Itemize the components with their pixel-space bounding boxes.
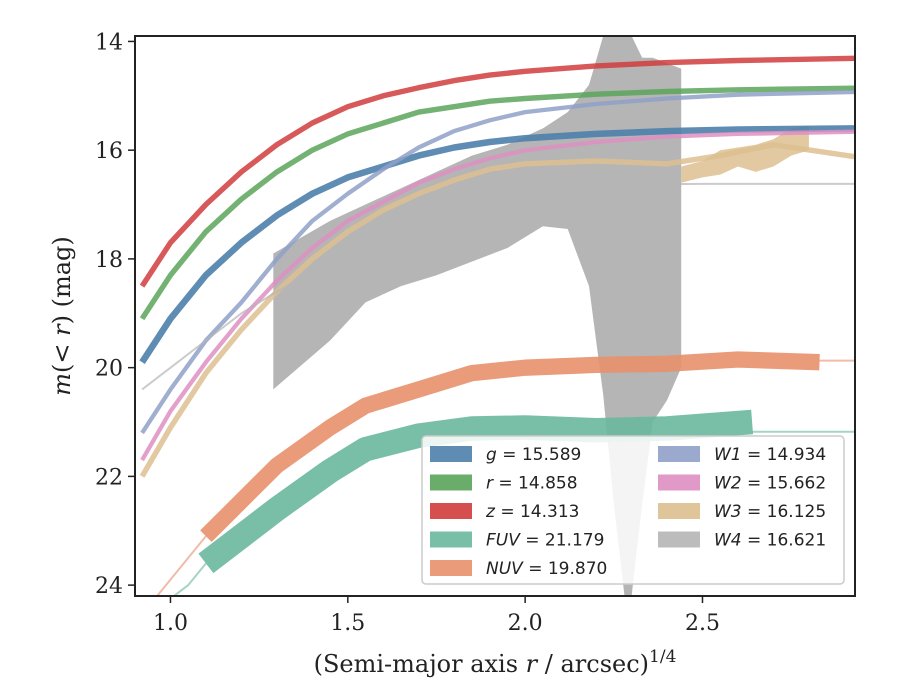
legend-label: W1 = 14.934	[714, 445, 826, 465]
x-tick-label: 2.5	[685, 611, 720, 636]
series-line-w3	[139, 142, 855, 478]
legend-item-nuv: NUV = 19.870	[430, 559, 607, 579]
y-tick-label: 16	[95, 139, 123, 164]
legend: g = 15.589 r = 14.858 z = 14.313 FUV = 21.1…	[421, 435, 845, 585]
envelope-w4	[273, 36, 682, 596]
legend-item-w2: W2 = 15.662	[658, 474, 826, 494]
legend-swatch	[658, 531, 700, 548]
series-line-z	[139, 55, 855, 288]
legend-label: W4 = 16.621	[714, 531, 826, 551]
legend-item-w4: W4 = 16.621	[658, 531, 826, 551]
x-tick-label: 1.0	[153, 611, 188, 636]
legend-label: W3 = 16.125	[714, 502, 826, 522]
series-line-fuv	[198, 409, 754, 574]
y-axis: 14 16 18 20 22 24	[95, 30, 135, 599]
series-line-w4	[141, 182, 855, 391]
series-line-w1	[140, 89, 855, 435]
legend-item-w3: W3 = 16.125	[658, 502, 826, 522]
legend-swatch	[430, 560, 472, 576]
legend-label: g = 15.589	[486, 445, 581, 465]
legend-label: z = 14.313	[485, 502, 579, 522]
faint-line-fuv	[172, 562, 207, 596]
legend-swatch	[658, 474, 700, 491]
faint-line-nuv	[155, 535, 207, 596]
x-tick-label: 1.5	[330, 611, 365, 636]
legend-label: FUV = 21.179	[486, 531, 604, 551]
legend-swatch	[658, 446, 700, 462]
y-tick-label: 20	[95, 357, 123, 382]
plot-area	[139, 36, 855, 596]
envelope-w3	[681, 125, 809, 183]
legend-swatch	[430, 474, 472, 491]
y-tick-label: 14	[95, 30, 123, 55]
legend-item-z: z = 14.313	[430, 502, 579, 522]
legend-label: r = 14.858	[486, 474, 578, 494]
legend-swatch	[430, 446, 472, 462]
legend-swatch	[658, 503, 700, 519]
series-line-nuv	[200, 351, 820, 542]
y-tick-label: 24	[95, 574, 123, 599]
x-axis: 1.0 1.5 2.0 2.5	[153, 596, 720, 636]
x-tick-label: 2.0	[508, 611, 543, 636]
legend-swatch	[430, 531, 472, 548]
legend-item-r: r = 14.858	[430, 474, 578, 494]
y-tick-label: 18	[95, 248, 123, 273]
series-line-r	[139, 85, 855, 321]
y-axis-label: m(< r) (mag)	[48, 236, 76, 396]
legend-item-fuv: FUV = 21.179	[430, 531, 604, 551]
x-axis-label: (Semi-major axis r / arcsec)1/4	[314, 647, 677, 678]
legend-item-w1: W1 = 14.934	[658, 445, 826, 465]
legend-label: NUV = 19.870	[486, 559, 607, 579]
series-line-w2	[140, 129, 855, 462]
y-tick-label: 22	[95, 465, 123, 490]
legend-item-g: g = 15.589	[430, 445, 581, 465]
legend-frame	[421, 435, 845, 585]
legend-label: W2 = 15.662	[714, 474, 826, 494]
plot-frame	[134, 35, 856, 597]
legend-swatch	[430, 503, 472, 519]
series-line-g	[139, 125, 855, 364]
